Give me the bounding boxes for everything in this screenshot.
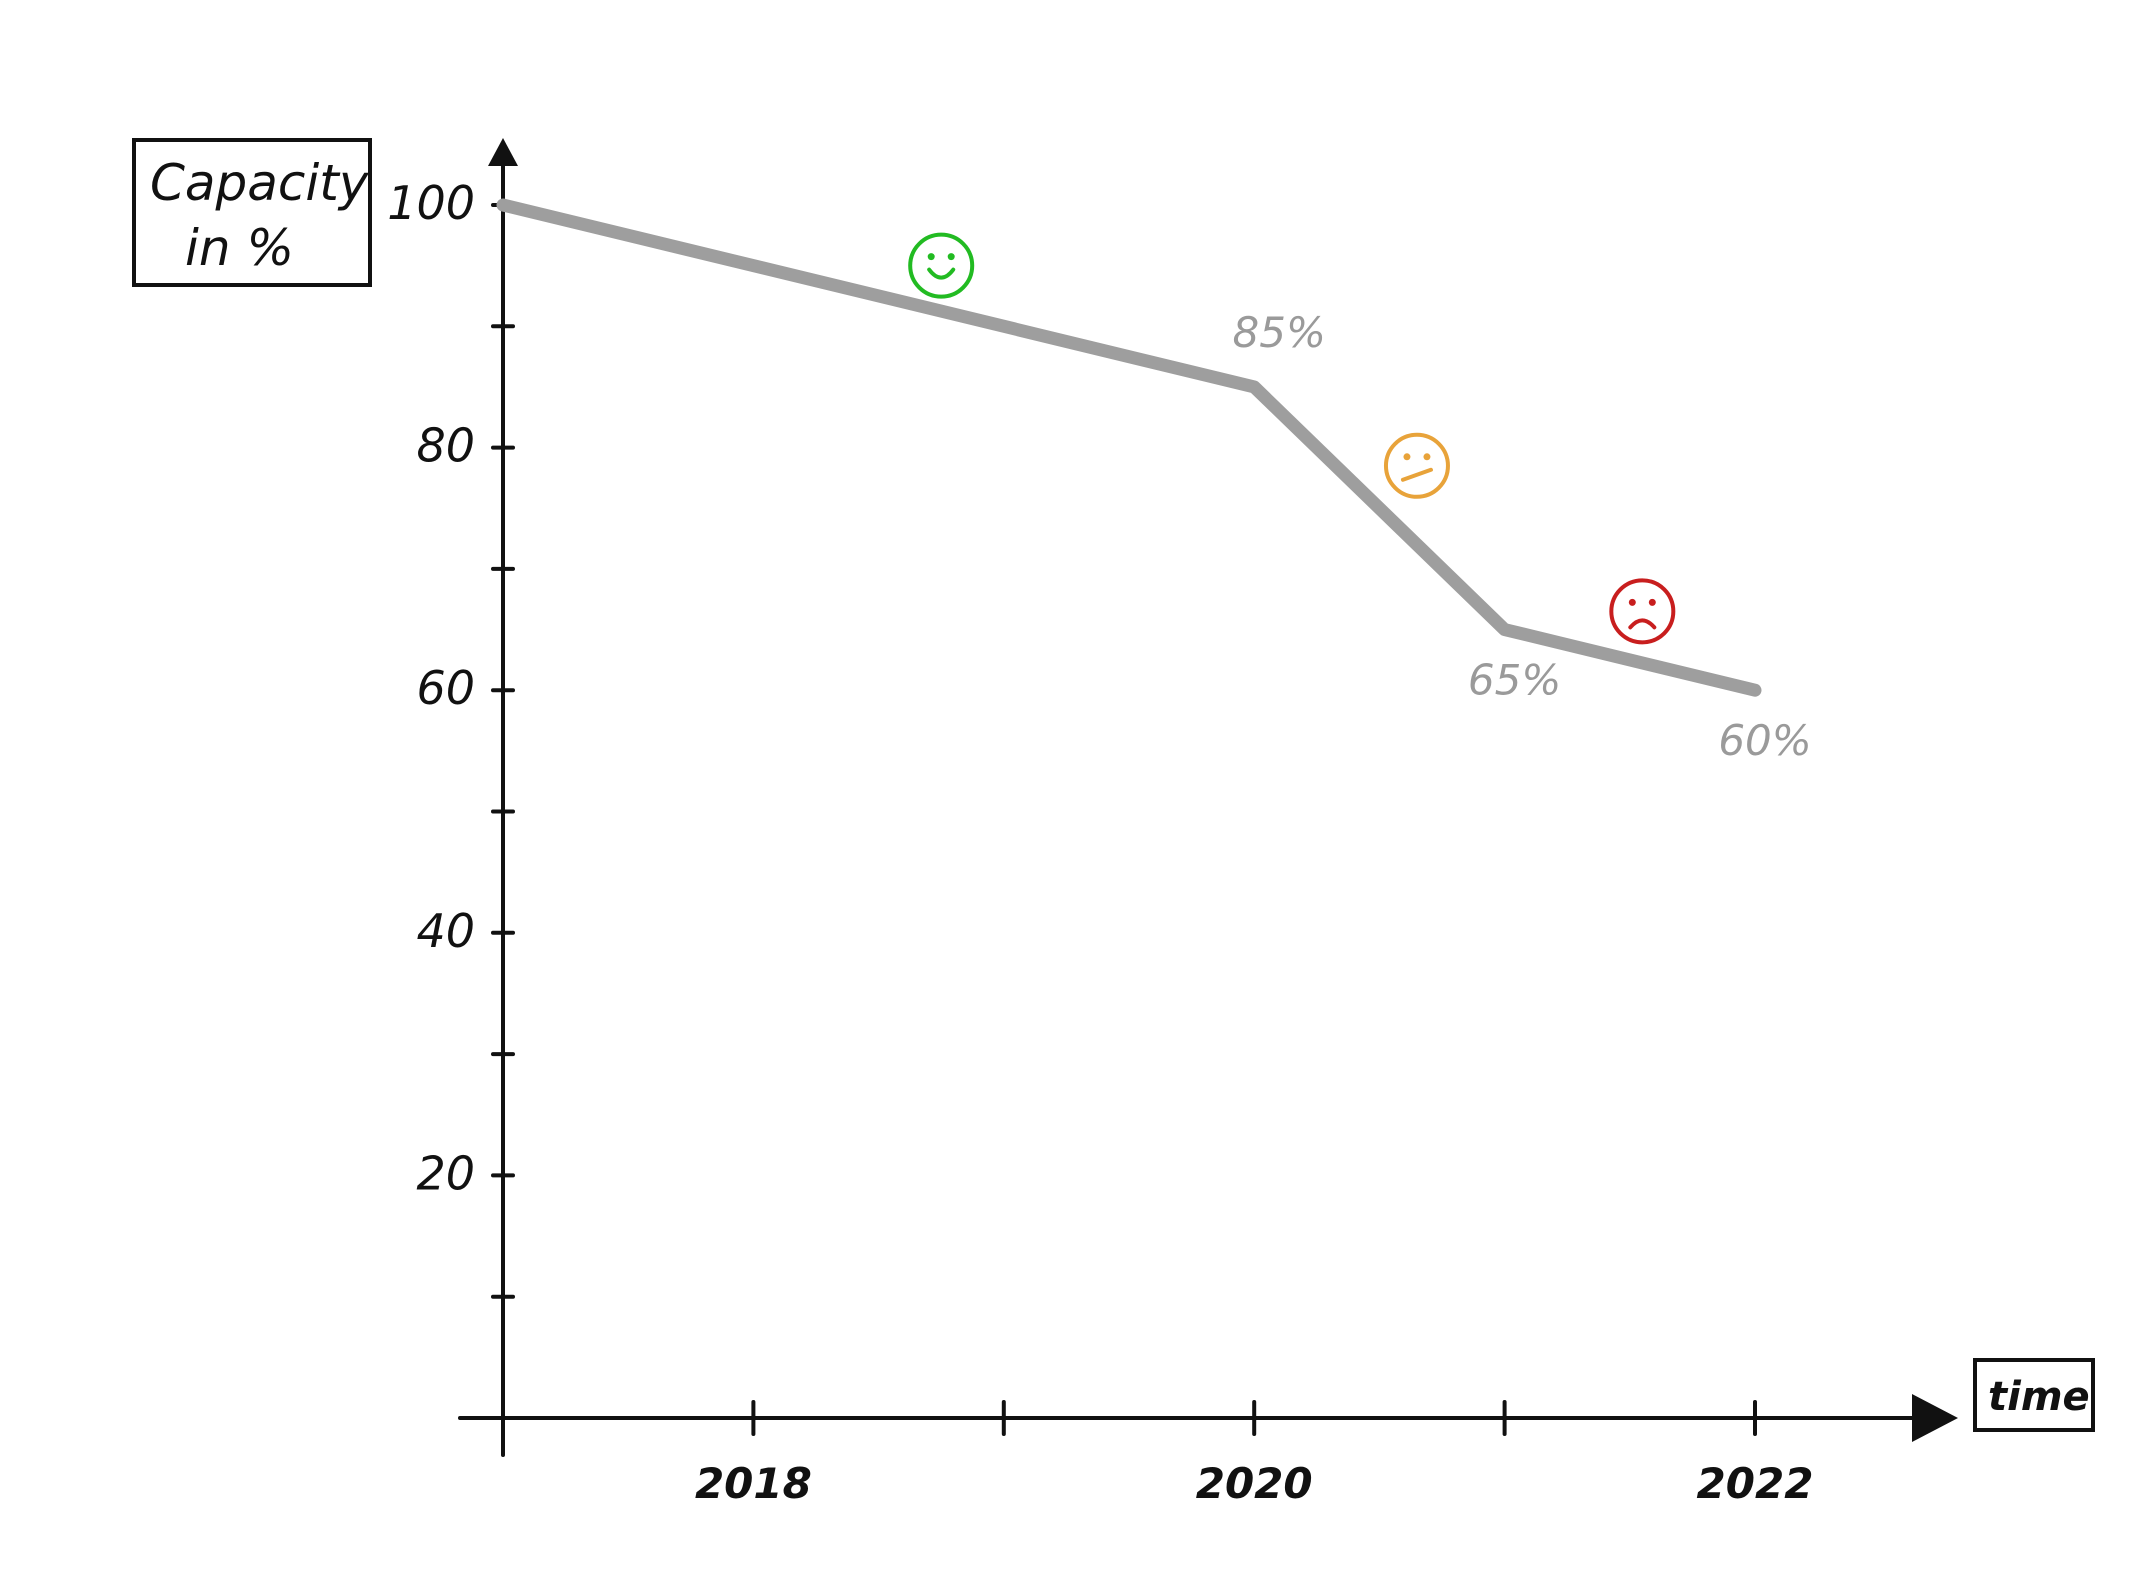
data-label: 60% bbox=[1718, 716, 1811, 765]
y-tick-label: 80 bbox=[416, 419, 475, 473]
y-axis-arrow bbox=[488, 138, 518, 166]
series-line bbox=[496, 198, 1762, 697]
xlabel: time bbox=[1988, 1374, 2090, 1420]
x-tick-label: 2018 bbox=[695, 1459, 812, 1508]
annotations bbox=[908, 232, 1676, 645]
x-axis-arrow bbox=[1912, 1394, 1958, 1442]
ylabel-line2: in % bbox=[185, 219, 294, 277]
data-label: 85% bbox=[1233, 308, 1326, 357]
series-group bbox=[496, 198, 1762, 697]
x-ticks: 2018 2020 2022 bbox=[695, 1400, 1814, 1508]
ylabel-box: Capacity in % bbox=[132, 138, 372, 287]
smiley-sad-icon bbox=[1609, 578, 1676, 645]
data-label: 65% bbox=[1468, 656, 1561, 705]
xlabel-box: time bbox=[1973, 1358, 2095, 1432]
y-tick-label: 100 bbox=[387, 176, 475, 230]
y-ticks: 100 80 60 40 20 bbox=[387, 176, 515, 1299]
ylabel-line1: Capacity bbox=[150, 154, 370, 212]
data-labels: 85% 65% 60% bbox=[1233, 308, 1812, 765]
y-tick-label: 60 bbox=[416, 661, 475, 715]
y-tick-label: 40 bbox=[416, 904, 475, 958]
x-tick-label: 2020 bbox=[1196, 1459, 1313, 1508]
smiley-happy-icon bbox=[908, 232, 975, 299]
smiley-neutral-icon bbox=[1383, 432, 1450, 499]
x-tick-label: 2022 bbox=[1697, 1459, 1814, 1508]
y-tick-label: 20 bbox=[416, 1146, 475, 1200]
